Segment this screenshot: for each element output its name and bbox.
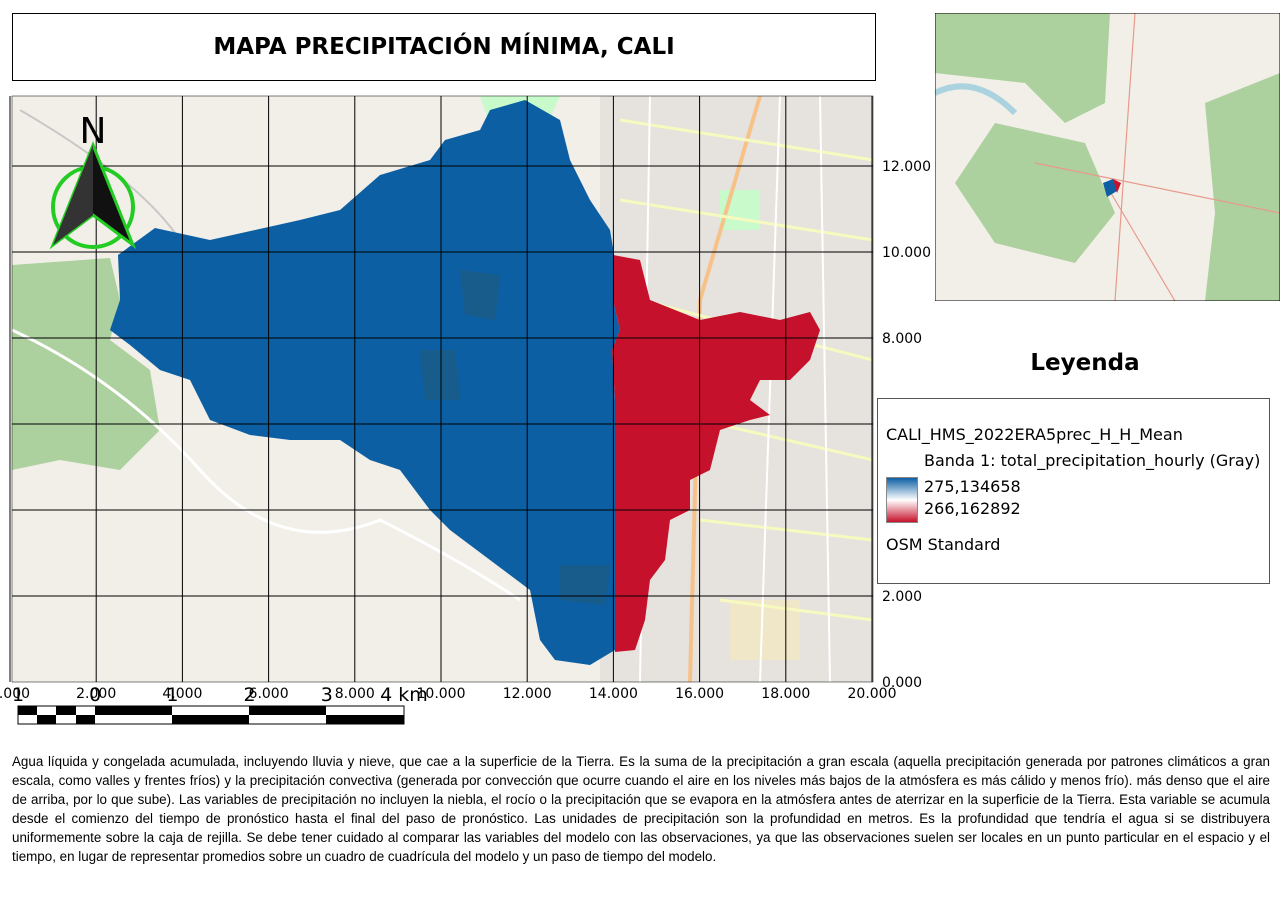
y-grid-label: 12.000	[882, 159, 931, 175]
legend-max: 275,134658	[924, 477, 1021, 496]
x-grid-label: 2.000	[76, 686, 116, 702]
legend-min: 266,162892	[924, 499, 1021, 518]
y-grid-label: 2.000	[882, 589, 922, 605]
x-grid-label: 10.000	[417, 686, 466, 702]
legend-ramp	[886, 477, 918, 523]
scale-bar	[17, 705, 405, 725]
x-grid-label: 20.000	[848, 686, 897, 702]
overview-map	[935, 13, 1280, 301]
scale-label: 4 km	[380, 684, 428, 706]
scale-label: 1	[12, 684, 24, 706]
map-title: MAPA PRECIPITACIÓN MÍNIMA, CALI	[12, 13, 876, 81]
x-grid-label: 12.000	[503, 686, 552, 702]
basemap	[12, 96, 873, 682]
legend: CALI_HMS_2022ERA5prec_H_H_Mean Banda 1: …	[877, 398, 1270, 584]
scale-label: 0	[89, 684, 101, 706]
low-precipitation-area	[612, 255, 820, 652]
map-frame: 0.0002.0004.0006.0008.00010.00012.00014.…	[0, 95, 931, 725]
legend-band: Banda 1: total_precipitation_hourly (Gra…	[924, 451, 1261, 470]
scale-label: 2	[244, 684, 256, 706]
x-grid-label: 16.000	[675, 686, 724, 702]
x-grid-label: 8.000	[335, 686, 375, 702]
high-precipitation-area	[110, 100, 620, 665]
x-grid-label: 4.000	[162, 686, 202, 702]
x-grid-label: 0.000	[0, 686, 30, 702]
north-arrow: N	[49, 111, 137, 250]
scale-label: 1	[166, 684, 178, 706]
legend-basemap: OSM Standard	[886, 535, 1001, 554]
x-grid-label: 6.000	[249, 686, 289, 702]
description: Agua líquida y congelada acumulada, incl…	[12, 754, 1270, 864]
legend-title: Leyenda	[1030, 350, 1140, 376]
y-grid-label: 8.000	[882, 331, 922, 347]
north-label: N	[80, 111, 107, 152]
scale-label: 3	[321, 684, 333, 706]
x-grid-label: 14.000	[589, 686, 638, 702]
y-grid-label: 10.000	[882, 245, 931, 261]
grid: 0.000 2.000 4.000 6.000 8.000 10.000 12.000 14.…	[0, 96, 931, 702]
y-grid-label: 0.000	[882, 675, 922, 691]
x-grid-label: 18.000	[761, 686, 810, 702]
legend-layer: CALI_HMS_2022ERA5prec_H_H_Mean	[886, 425, 1183, 444]
